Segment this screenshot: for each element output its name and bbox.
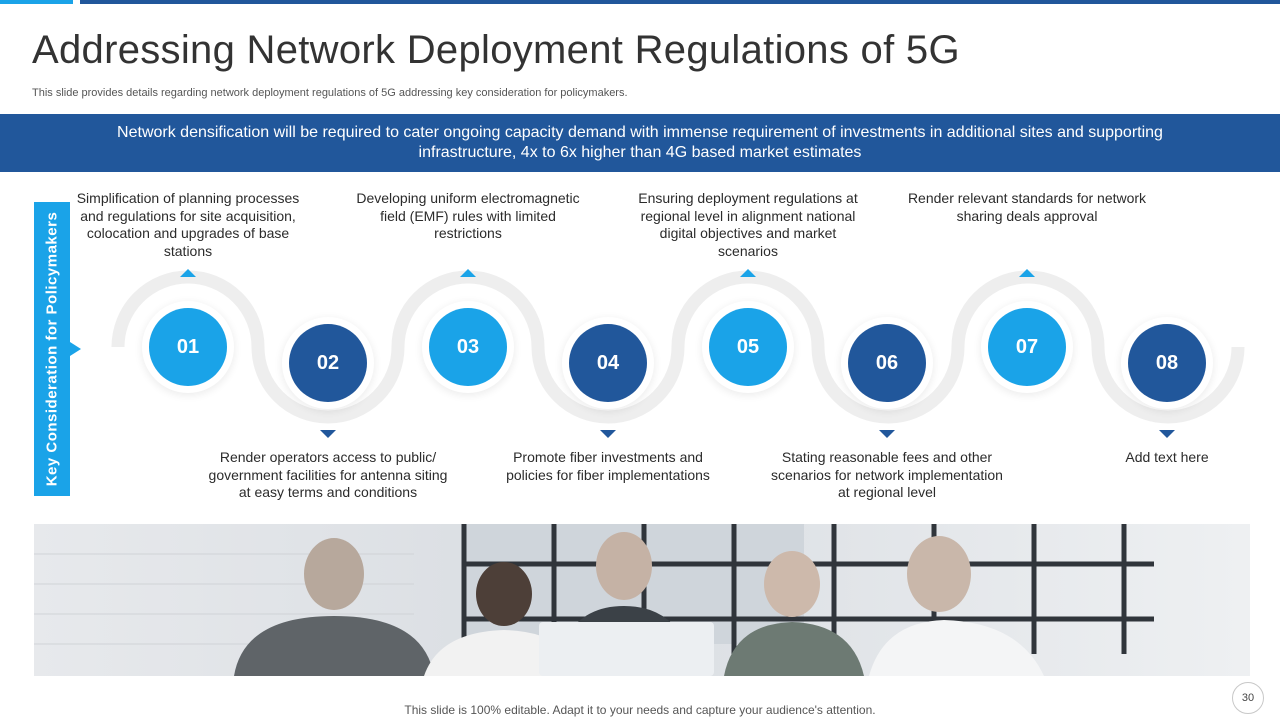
page-number: 30	[1232, 682, 1264, 714]
step-circle-03: 03	[429, 308, 507, 386]
footer-note: This slide is 100% editable. Adapt it to…	[404, 703, 876, 717]
top-accent-bar-dark	[80, 0, 1280, 4]
step-01-text: Simplification of planning processes and…	[76, 190, 300, 259]
step-number: 01	[176, 335, 200, 358]
pointer-down-icon	[600, 430, 616, 438]
step-number: 03	[456, 335, 480, 358]
step-08-text: Add text here	[1125, 449, 1209, 465]
step-number: 05	[736, 335, 760, 358]
slide-title: Addressing Network Deployment Regulation…	[32, 28, 960, 72]
step-number: 06	[875, 351, 899, 374]
step-circle-05: 05	[709, 308, 787, 386]
step-number: 02	[316, 351, 340, 374]
pointer-down-icon	[1159, 430, 1175, 438]
step-circle-04: 04	[569, 324, 647, 402]
pointer-up-icon	[460, 269, 476, 277]
pointer-down-icon	[879, 430, 895, 438]
team-meeting-photo	[34, 524, 1250, 676]
step-circle-06: 06	[848, 324, 926, 402]
pointer-down-icon	[320, 430, 336, 438]
step-circle-02: 02	[289, 324, 367, 402]
step-circle-07: 07	[988, 308, 1066, 386]
side-label-arrow-icon	[70, 342, 81, 356]
pointer-up-icon	[1019, 269, 1035, 277]
step-03-text: Developing uniform electromagnetic field…	[356, 190, 580, 241]
step-07-text: Render relevant standards for network sh…	[907, 190, 1147, 224]
slide-subtitle: This slide provides details regarding ne…	[32, 87, 628, 99]
step-circle-08: 08	[1128, 324, 1206, 402]
step-circle-01: 01	[149, 308, 227, 386]
pointer-up-icon	[180, 269, 196, 277]
pointer-up-icon	[740, 269, 756, 277]
step-02-text: Render operators access to public/ gover…	[208, 449, 448, 500]
page-number-text: 30	[1241, 692, 1255, 704]
step-number: 07	[1015, 335, 1039, 358]
step-06-text: Stating reasonable fees and other scenar…	[771, 449, 1003, 500]
step-number: 04	[596, 351, 620, 374]
banner-text: Network densification will be required t…	[117, 124, 1163, 161]
step-05-text: Ensuring deployment regulations at regio…	[638, 190, 858, 259]
wave-path	[111, 270, 1245, 424]
key-message-banner: Network densification will be required t…	[0, 114, 1280, 172]
photo-illustration-icon	[34, 524, 1250, 676]
step-number: 08	[1155, 351, 1179, 374]
side-label-panel: Key Consideration for Policymakers	[34, 202, 70, 496]
step-04-text: Promote fiber investments and policies f…	[506, 449, 710, 483]
top-accent-bar-light	[0, 0, 73, 4]
